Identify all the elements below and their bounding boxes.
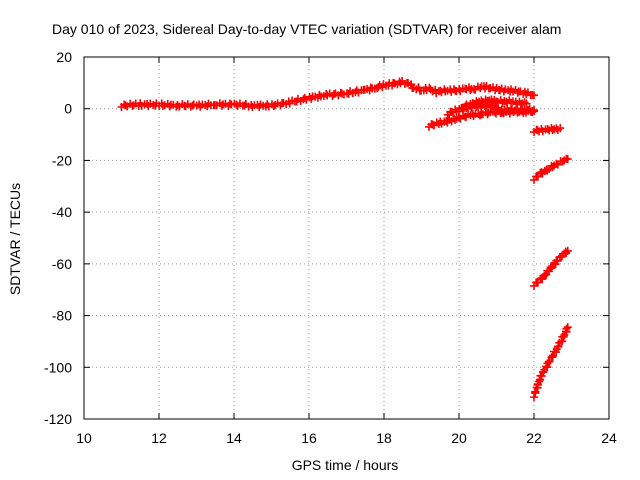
x-tick-label: 12 <box>151 430 167 446</box>
data-point <box>530 91 538 100</box>
data-point <box>528 107 537 116</box>
series-arc-c <box>530 246 572 290</box>
axis-ticks: 10 12 14 16 18 20 22 24 -120 -100 -80 -60 -40 -20 0 20 <box>44 49 617 446</box>
y-tick-label: -80 <box>52 308 72 324</box>
data-point <box>530 106 538 115</box>
data-point <box>530 393 538 402</box>
x-tick-label: 14 <box>226 430 242 446</box>
y-axis-label: SDTVAR / TECUs <box>7 183 23 295</box>
series-arc-b <box>530 154 572 184</box>
x-tick-label: 22 <box>526 430 542 446</box>
data-point <box>533 126 542 135</box>
chart-title: Day 010 of 2023, Sidereal Day-to-day VTE… <box>52 21 561 37</box>
x-tick-label: 18 <box>376 430 392 446</box>
data-point <box>240 101 249 110</box>
data-points <box>117 77 572 402</box>
data-point <box>562 324 571 333</box>
x-tick-label: 24 <box>601 430 617 446</box>
y-tick-label: -60 <box>52 256 72 272</box>
series-lower-branch-3 <box>455 95 531 116</box>
series-arc-d <box>530 323 572 402</box>
data-point <box>556 124 565 133</box>
y-tick-label: -120 <box>44 411 72 427</box>
series-main-trace <box>117 77 538 112</box>
x-tick-label: 20 <box>451 430 467 446</box>
y-tick-label: 0 <box>64 101 72 117</box>
x-tick-label: 16 <box>301 430 317 446</box>
data-point <box>431 85 440 94</box>
y-tick-label: -100 <box>44 359 72 375</box>
data-point <box>563 246 572 255</box>
x-axis-label: GPS time / hours <box>292 457 399 473</box>
y-tick-label: 20 <box>56 49 72 65</box>
data-point <box>121 101 130 110</box>
data-point <box>545 357 554 366</box>
plot-frame <box>83 56 610 420</box>
data-point <box>537 372 546 381</box>
data-point <box>552 159 561 168</box>
data-point <box>315 90 324 99</box>
data-point <box>563 155 572 164</box>
data-point <box>554 342 563 351</box>
data-point <box>553 257 562 266</box>
series-arc-a <box>530 123 565 137</box>
x-tick-label: 10 <box>76 430 92 446</box>
y-tick-label: -40 <box>52 204 72 220</box>
grid-lines <box>84 57 609 419</box>
data-point <box>522 99 531 108</box>
series-lower-branch-2 <box>443 100 538 119</box>
y-tick-label: -20 <box>52 152 72 168</box>
data-point <box>563 323 572 332</box>
data-point <box>436 86 445 95</box>
